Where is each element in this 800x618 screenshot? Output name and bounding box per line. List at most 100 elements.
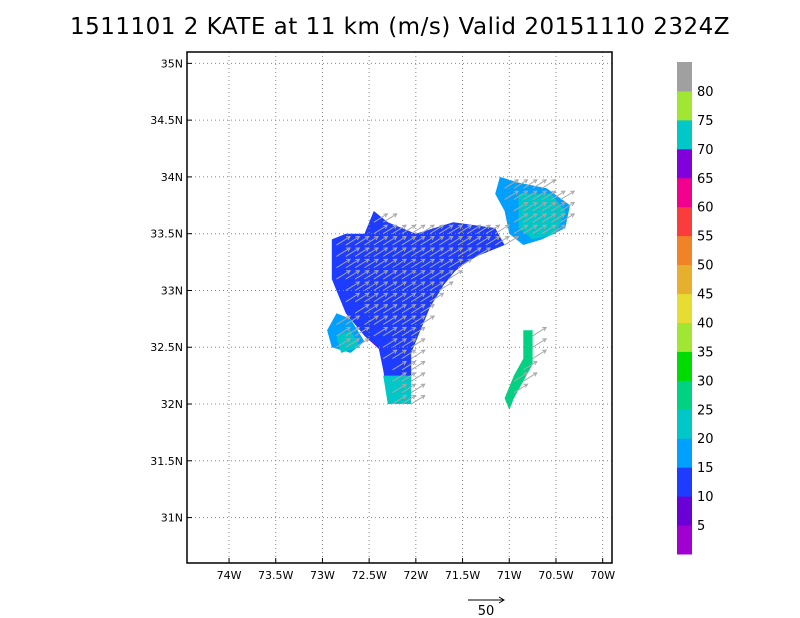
wind-vector	[336, 247, 351, 257]
wind-vector-head	[383, 292, 389, 298]
wind-vector	[382, 338, 397, 348]
wind-vector-head	[448, 258, 454, 264]
wind-vector-head	[392, 292, 398, 298]
wind-vector-head	[542, 224, 548, 229]
wind-vector	[354, 270, 369, 280]
wind-vector	[522, 190, 538, 201]
wind-vector-head	[448, 281, 454, 286]
colorbar-segment	[677, 62, 692, 92]
wind-vector-head	[411, 304, 417, 309]
wind-vector-head	[411, 372, 417, 377]
wind-vector	[373, 213, 388, 223]
wind-vector	[410, 383, 426, 394]
wind-vector	[336, 258, 351, 269]
wind-vector-head	[355, 247, 361, 252]
wind-vector-head	[402, 247, 407, 252]
wind-vector	[354, 304, 369, 314]
wind-vector-head	[411, 292, 417, 298]
wind-vector-head	[420, 258, 426, 264]
wind-vector	[392, 236, 407, 246]
wind-vector-head	[383, 304, 389, 309]
wind-vector-head	[392, 224, 398, 229]
wind-vector	[392, 338, 407, 348]
wind-vector	[392, 292, 407, 303]
wind-vector-head	[392, 270, 398, 275]
wind-vector-head	[364, 270, 370, 275]
wind-vector-head	[374, 247, 379, 252]
wind-vector-head	[374, 270, 379, 275]
wind-vector-head	[570, 201, 576, 207]
wind-vector	[532, 190, 547, 201]
wind-vector-head	[486, 247, 492, 252]
colorbar-segment	[677, 293, 692, 323]
y-tick-label: 31N	[161, 512, 183, 525]
wind-vector	[541, 224, 556, 235]
wind-vector-head	[420, 360, 426, 366]
colorbar-segment	[677, 467, 692, 497]
y-tick-label: 34N	[161, 171, 183, 184]
wind-vector	[448, 236, 463, 246]
wind-vector-head	[355, 258, 361, 264]
wind-vector	[476, 224, 491, 235]
wind-vector-head	[542, 326, 548, 332]
wind-vector	[420, 315, 435, 325]
chart-title: 1511101 2 KATE at 11 km (m/s) Valid 2015…	[69, 14, 731, 40]
wind-vector	[410, 270, 426, 280]
wind-vector-head	[364, 236, 370, 241]
wind-vector-head	[523, 201, 529, 207]
wind-vector	[345, 292, 360, 303]
wind-vector	[541, 179, 556, 189]
wind-vector	[364, 281, 379, 291]
wind-vector-head	[551, 190, 557, 195]
wind-vector-head	[514, 236, 520, 241]
wind-vector	[382, 224, 397, 235]
wind-vector-head	[420, 383, 426, 388]
wind-vector-head	[411, 394, 417, 400]
colorbar-label: 60	[697, 201, 714, 216]
wind-vector-head	[458, 224, 463, 229]
wind-vector-head	[439, 224, 445, 229]
colorbar-segment	[677, 235, 692, 266]
wind-vector-head	[383, 213, 389, 218]
wind-vector-head	[420, 247, 426, 252]
wind-vector	[457, 236, 472, 246]
wind-vector	[410, 338, 426, 348]
y-tick-label: 34.5N	[150, 114, 183, 127]
wind-vector	[532, 338, 547, 348]
wind-vector-head	[551, 179, 557, 184]
wind-vector	[410, 292, 426, 303]
wind-vector-head	[542, 213, 548, 218]
wind-vector-head	[458, 258, 463, 264]
wind-vector	[438, 270, 454, 280]
wind-vector	[551, 213, 566, 223]
wind-vector-head	[402, 292, 407, 298]
wind-vector	[410, 349, 426, 360]
colorbar-label: 30	[697, 374, 714, 389]
wind-vector	[504, 190, 519, 201]
wind-vector	[429, 236, 444, 246]
wind-vector	[410, 224, 426, 235]
wind-vector	[401, 292, 416, 303]
wind-vector-head	[402, 258, 407, 264]
wind-vector-head	[476, 224, 482, 229]
wind-vector	[382, 213, 397, 223]
colorbar-label: 15	[697, 461, 714, 476]
wind-vector-head	[560, 190, 566, 195]
wind-vector-head	[383, 258, 389, 264]
wind-vector-head	[467, 258, 473, 264]
wind-vector-head	[374, 292, 379, 298]
wind-vector	[429, 281, 444, 291]
wind-vector-head	[570, 190, 576, 195]
wind-vector	[373, 236, 388, 246]
wind-vector-head	[486, 224, 492, 229]
wind-vector-head	[523, 190, 529, 195]
wind-vector	[354, 326, 369, 337]
wind-vector	[551, 202, 566, 212]
wind-vector-head	[532, 224, 538, 229]
wind-vector	[354, 247, 369, 257]
wind-vector	[401, 315, 416, 325]
wind-vector	[420, 247, 435, 257]
wind-vector-head	[430, 258, 435, 264]
wind-vector	[532, 202, 547, 212]
wind-vector	[438, 224, 454, 235]
